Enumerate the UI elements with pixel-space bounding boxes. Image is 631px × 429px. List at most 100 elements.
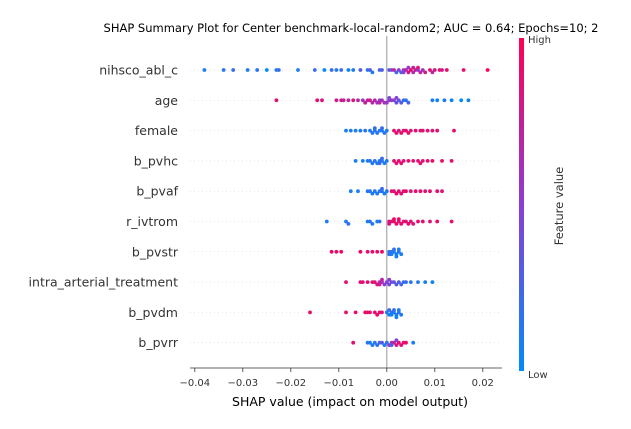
shap-point xyxy=(406,65,411,70)
shap-point xyxy=(368,219,372,224)
shap-point xyxy=(315,98,320,103)
x-tick-label: 0.00 xyxy=(376,378,398,389)
shap-point xyxy=(420,68,425,72)
shap-point xyxy=(394,70,399,75)
shap-point xyxy=(430,280,435,284)
shap-point xyxy=(360,98,365,103)
shap-point xyxy=(380,98,384,103)
shap-point xyxy=(353,310,358,315)
shap-point xyxy=(440,189,444,194)
shap-point xyxy=(344,310,348,315)
shap-point xyxy=(380,277,384,282)
shap-point xyxy=(382,282,387,287)
shap-point xyxy=(399,100,404,105)
shap-point xyxy=(430,159,435,163)
shap-point xyxy=(384,159,389,163)
shap-point xyxy=(411,159,416,163)
shap-point xyxy=(341,98,346,103)
shap-point xyxy=(231,68,236,72)
shap-point xyxy=(404,98,408,103)
shap-point xyxy=(399,222,404,226)
shap-point xyxy=(358,249,363,254)
feature-label: female xyxy=(135,123,178,138)
shap-point xyxy=(334,98,339,103)
shap-point xyxy=(430,128,435,133)
shap-point xyxy=(404,340,408,345)
shap-point xyxy=(358,128,363,133)
shap-point xyxy=(363,128,368,133)
shap-point xyxy=(442,98,447,103)
shap-point xyxy=(396,217,401,222)
shap-point xyxy=(394,282,399,287)
colorbar xyxy=(519,38,524,371)
shap-point xyxy=(351,98,356,103)
shap-point xyxy=(380,310,384,315)
shap-point xyxy=(372,189,377,194)
shap-point xyxy=(440,159,444,163)
shap-point xyxy=(348,189,353,194)
shap-point xyxy=(404,68,408,72)
shap-point xyxy=(380,249,384,254)
shap-point xyxy=(324,219,329,224)
shap-point xyxy=(375,191,380,196)
shap-point xyxy=(396,280,401,284)
shap-point xyxy=(389,343,394,347)
shap-point xyxy=(392,98,396,103)
shap-point xyxy=(365,249,370,254)
shap-point xyxy=(329,68,334,72)
shap-point xyxy=(406,222,411,226)
shap-point xyxy=(416,65,420,70)
shap-point xyxy=(368,340,372,345)
shap-point xyxy=(387,222,392,226)
shap-point xyxy=(459,98,464,103)
shap-point xyxy=(382,343,387,347)
shap-point xyxy=(387,252,392,257)
x-tick-label: −0.04 xyxy=(179,378,210,389)
shap-point xyxy=(413,128,418,133)
feature-label: b_pvrr xyxy=(138,335,178,350)
shap-point xyxy=(432,68,437,72)
shap-point xyxy=(420,128,425,133)
shap-point xyxy=(370,70,375,75)
shap-point xyxy=(372,159,377,163)
shap-point xyxy=(372,98,377,103)
shap-point xyxy=(399,252,404,257)
shap-point xyxy=(392,308,396,312)
shap-point xyxy=(416,159,420,163)
shap-point xyxy=(372,280,377,284)
shap-point xyxy=(418,189,423,194)
shap-point xyxy=(435,189,440,194)
shap-point xyxy=(408,280,413,284)
shap-point xyxy=(370,222,375,226)
shap-point xyxy=(387,282,392,287)
shap-point xyxy=(320,98,324,103)
shap-point xyxy=(375,312,380,317)
shap-point xyxy=(399,312,404,317)
shap-point xyxy=(358,68,363,72)
shap-point xyxy=(344,280,348,284)
shap-point xyxy=(380,156,384,161)
shap-point xyxy=(375,343,380,347)
shap-point xyxy=(392,189,396,194)
shap-point xyxy=(423,70,428,75)
shap-point xyxy=(399,191,404,196)
shap-point xyxy=(418,70,423,75)
shap-point xyxy=(308,310,312,315)
shap-point xyxy=(394,343,399,347)
shap-point xyxy=(387,308,392,312)
shap-point xyxy=(377,100,382,105)
shap-point xyxy=(334,68,339,72)
shap-point xyxy=(399,161,404,166)
shap-point xyxy=(384,100,389,105)
feature-label: b_pvstr xyxy=(132,244,179,259)
shap-point xyxy=(394,222,399,226)
shap-point xyxy=(420,219,425,224)
shap-point xyxy=(452,128,456,133)
shap-point xyxy=(348,128,353,133)
chart-title: SHAP Summary Plot for Center benchmark-l… xyxy=(104,21,599,35)
shap-point xyxy=(411,222,416,226)
x-axis-label: SHAP value (impact on model output) xyxy=(232,394,468,409)
shap-point xyxy=(392,217,396,222)
shap-point xyxy=(221,68,226,72)
shap-point xyxy=(406,70,411,75)
